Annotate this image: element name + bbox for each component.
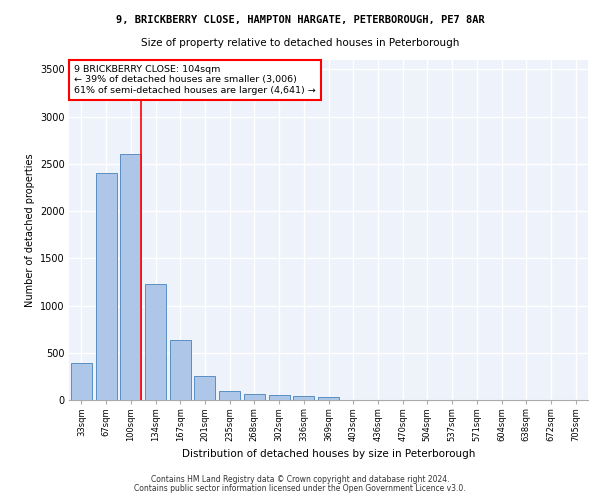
Text: Contains HM Land Registry data © Crown copyright and database right 2024.: Contains HM Land Registry data © Crown c… (151, 475, 449, 484)
Bar (318, 397, 339, 400)
Bar (269, 395, 290, 400)
Bar (71, 363, 92, 400)
Y-axis label: Number of detached properties: Number of detached properties (25, 153, 35, 307)
Bar (244, 394, 265, 400)
X-axis label: Distribution of detached houses by size in Peterborough: Distribution of detached houses by size … (182, 450, 475, 460)
Bar (219, 391, 240, 400)
Bar (95, 174, 116, 400)
Text: 9, BRICKBERRY CLOSE, HAMPTON HARGATE, PETERBOROUGH, PE7 8AR: 9, BRICKBERRY CLOSE, HAMPTON HARGATE, PE… (116, 15, 484, 25)
Bar (120, 154, 141, 400)
Text: Contains public sector information licensed under the Open Government Licence v3: Contains public sector information licen… (134, 484, 466, 493)
Bar (194, 376, 215, 400)
Text: Size of property relative to detached houses in Peterborough: Size of property relative to detached ho… (141, 38, 459, 48)
Text: 9 BRICKBERRY CLOSE: 104sqm
← 39% of detached houses are smaller (3,006)
61% of s: 9 BRICKBERRY CLOSE: 104sqm ← 39% of deta… (74, 65, 316, 95)
Bar (170, 340, 191, 400)
Bar (145, 284, 166, 400)
Bar (293, 396, 314, 400)
